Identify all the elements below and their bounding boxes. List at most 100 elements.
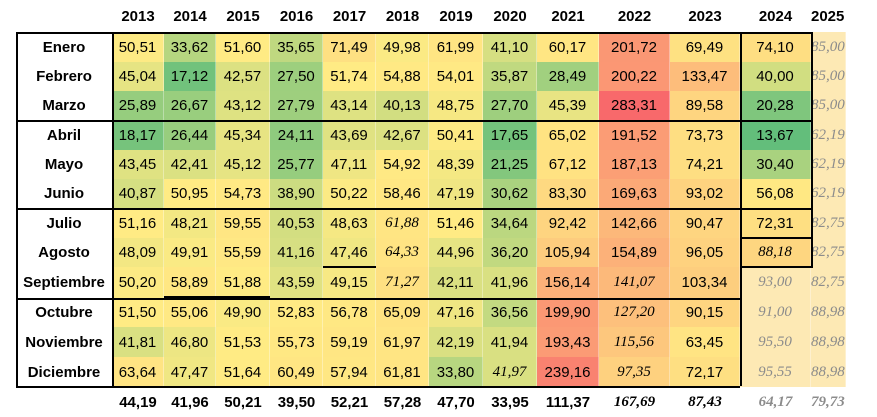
heatmap-cell: 45,04 bbox=[112, 62, 164, 91]
heatmap-cell: 61,81 bbox=[376, 357, 429, 387]
heatmap-cell: 201,72 bbox=[599, 32, 670, 62]
heatmap-cell: 54,88 bbox=[376, 62, 429, 91]
heatmap-cell: 27,70 bbox=[483, 91, 537, 120]
heatmap-cell: 71,49 bbox=[323, 32, 376, 62]
heatmap-cell: 35,65 bbox=[270, 32, 323, 62]
year-header: 2020 bbox=[493, 7, 527, 25]
heatmap-cell: 40,87 bbox=[112, 179, 164, 208]
heatmap-cell: 96,05 bbox=[670, 238, 740, 267]
heatmap-cell: 63,45 bbox=[670, 327, 740, 357]
heatmap-cell: 43,12 bbox=[216, 91, 270, 120]
heatmap-cell: 20,28 bbox=[740, 91, 811, 120]
heatmap-cell: 42,41 bbox=[164, 150, 216, 179]
heatmap-cell: 90,15 bbox=[670, 298, 740, 327]
heatmap-cell: 41,10 bbox=[483, 32, 537, 62]
year-average: 47,70 bbox=[437, 394, 475, 411]
month-label: Diciembre bbox=[27, 363, 101, 381]
heatmap-cell: 88,98 bbox=[811, 327, 846, 357]
heatmap-cell: 60,49 bbox=[270, 357, 323, 387]
year-header: 2025 bbox=[811, 7, 845, 25]
year-header: 2016 bbox=[279, 7, 314, 25]
heatmap-cell: 43,59 bbox=[270, 267, 323, 298]
heatmap-cell: 85,00 bbox=[811, 91, 846, 120]
heatmap-cell: 88,18 bbox=[740, 238, 811, 267]
heatmap-cell: 50,51 bbox=[112, 32, 164, 62]
heatmap-cell: 59,55 bbox=[216, 208, 270, 238]
quarter-border bbox=[16, 120, 741, 122]
heatmap-cell: 57,94 bbox=[323, 357, 376, 387]
heatmap-cell: 36,20 bbox=[483, 238, 537, 267]
heatmap-cell: 283,31 bbox=[599, 91, 670, 120]
heatmap-cell: 18,17 bbox=[112, 120, 164, 150]
heatmap-cell: 27,79 bbox=[270, 91, 323, 120]
quarter-border bbox=[811, 32, 813, 268]
heatmap-cell: 17,12 bbox=[164, 62, 216, 91]
heatmap-cell: 30,62 bbox=[483, 179, 537, 208]
heatmap-cell: 41,16 bbox=[270, 238, 323, 267]
heatmap-cell: 50,95 bbox=[164, 179, 216, 208]
heatmap-cell: 45,39 bbox=[537, 91, 599, 120]
heatmap-cell: 156,14 bbox=[537, 267, 599, 298]
heatmap-cell: 88,98 bbox=[811, 298, 846, 327]
heatmap-cell: 49,15 bbox=[323, 267, 376, 298]
quarter-border bbox=[16, 32, 741, 34]
heatmap-cell: 169,63 bbox=[599, 179, 670, 208]
heatmap-cell: 43,14 bbox=[323, 91, 376, 120]
heatmap-cell: 51,46 bbox=[429, 208, 483, 238]
heatmap-cell: 40,53 bbox=[270, 208, 323, 238]
heatmap-cell: 199,90 bbox=[537, 298, 599, 327]
heatmap-cell: 187,13 bbox=[599, 150, 670, 179]
month-label: Abril bbox=[46, 126, 82, 144]
heatmap-cell: 61,99 bbox=[429, 32, 483, 62]
heatmap-cell: 103,34 bbox=[670, 267, 740, 298]
heatmap-cell: 65,09 bbox=[376, 298, 429, 327]
heatmap-cell: 61,88 bbox=[376, 208, 429, 238]
quarter-border bbox=[323, 266, 376, 268]
heatmap-cell: 43,69 bbox=[323, 120, 376, 150]
heatmap-cell: 141,07 bbox=[599, 267, 670, 298]
heatmap-cell: 26,67 bbox=[164, 91, 216, 120]
heatmap-cell: 191,52 bbox=[599, 120, 670, 150]
year-average: 33,95 bbox=[491, 394, 529, 411]
heatmap-cell: 34,64 bbox=[483, 208, 537, 238]
heatmap-cell: 73,73 bbox=[670, 120, 740, 150]
month-label: Agosto bbox=[38, 244, 90, 261]
year-header: 2021 bbox=[551, 7, 585, 25]
year-average: 50,21 bbox=[224, 394, 262, 411]
heatmap-cell: 54,92 bbox=[376, 150, 429, 179]
heatmap-cell: 28,49 bbox=[537, 62, 599, 91]
heatmap-cell: 33,62 bbox=[164, 32, 216, 62]
heatmap-cell: 71,27 bbox=[376, 267, 429, 298]
heatmap-cell: 21,25 bbox=[483, 150, 537, 179]
heatmap-cell: 67,12 bbox=[537, 150, 599, 179]
heatmap-cell: 93,02 bbox=[670, 179, 740, 208]
heatmap-cell: 49,98 bbox=[376, 32, 429, 62]
quarter-border bbox=[16, 298, 741, 300]
heatmap-cell: 55,73 bbox=[270, 327, 323, 357]
heatmap-cell: 41,96 bbox=[483, 267, 537, 298]
heatmap-cell: 49,91 bbox=[164, 238, 216, 267]
heatmap-cell: 50,20 bbox=[112, 267, 164, 298]
heatmap-cell: 44,96 bbox=[429, 238, 483, 267]
month-label: Noviembre bbox=[25, 333, 103, 351]
heatmap-cell: 51,74 bbox=[323, 62, 376, 91]
heatmap-cell: 56,08 bbox=[740, 179, 811, 208]
heatmap-cell: 51,88 bbox=[216, 267, 270, 298]
heatmap-cell: 105,94 bbox=[537, 238, 599, 267]
heatmap-cell: 142,66 bbox=[599, 208, 670, 238]
heatmap-cell: 47,11 bbox=[323, 150, 376, 179]
year-header: 2023 bbox=[688, 7, 722, 25]
heatmap-cell: 74,21 bbox=[670, 150, 740, 179]
heatmap-cell: 40,13 bbox=[376, 91, 429, 120]
year-average: 87,43 bbox=[688, 394, 722, 410]
heatmap-cell: 90,47 bbox=[670, 208, 740, 238]
heatmap-cell: 45,34 bbox=[216, 120, 270, 150]
quarter-border bbox=[740, 32, 813, 34]
heatmap-cell: 26,44 bbox=[164, 120, 216, 150]
heatmap-cell: 40,00 bbox=[740, 62, 811, 91]
heatmap-cell: 62,19 bbox=[811, 150, 846, 179]
heatmap-cell: 55,06 bbox=[164, 298, 216, 327]
heatmap-cell: 88,98 bbox=[811, 357, 846, 387]
heatmap-cell: 56,78 bbox=[323, 298, 376, 327]
heatmap-cell: 48,63 bbox=[323, 208, 376, 238]
